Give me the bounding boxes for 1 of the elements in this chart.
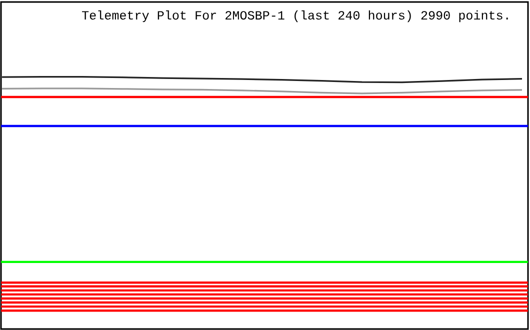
chart-title: Telemetry Plot For 2MOSBP-1 (last 240 hours) 2990 points. — [82, 10, 508, 22]
